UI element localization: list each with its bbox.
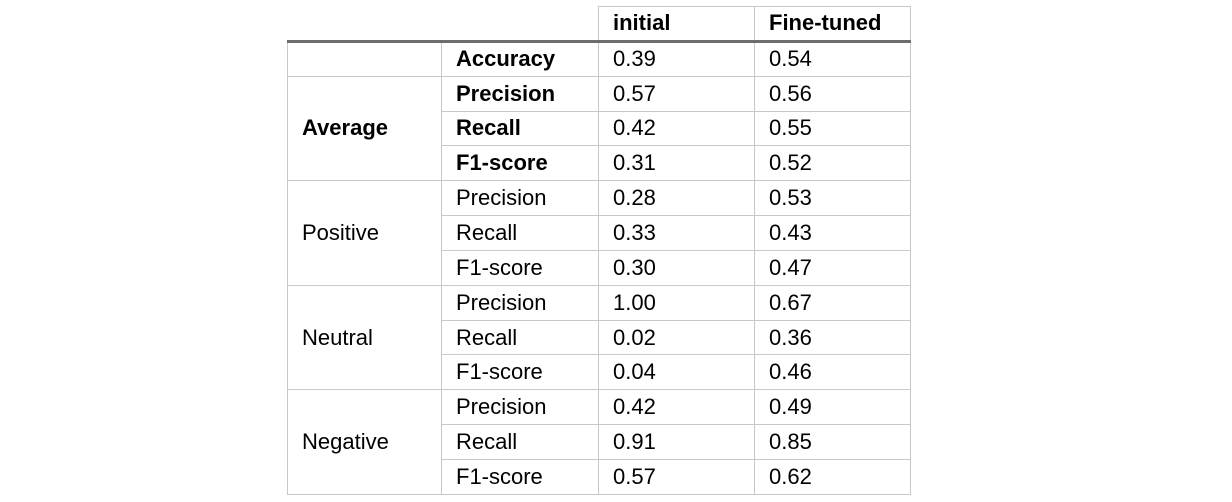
metric-label: Precision xyxy=(441,389,599,426)
fine-tuned-value: 0.55 xyxy=(754,110,911,147)
fine-tuned-value: 0.67 xyxy=(754,284,911,321)
table-row: F1-score 0.57 0.62 xyxy=(288,458,911,495)
initial-value: 0.33 xyxy=(598,215,755,251)
fine-tuned-value: 0.49 xyxy=(754,389,911,426)
group-label-average: Average xyxy=(287,75,442,182)
initial-value: 0.31 xyxy=(598,145,755,182)
initial-value: 1.00 xyxy=(598,284,755,321)
metric-label: Precision xyxy=(441,284,599,321)
initial-value: 0.30 xyxy=(598,249,755,286)
table-row: F1-score 0.04 0.46 xyxy=(288,354,911,391)
table-row: Negative Precision 0.42 0.49 xyxy=(287,389,911,495)
initial-value: 0.57 xyxy=(598,458,755,495)
group-label-neutral: Neutral xyxy=(287,284,442,391)
initial-value: 0.04 xyxy=(598,354,755,391)
table-row: F1-score 0.31 0.52 xyxy=(288,145,911,182)
fine-tuned-value: 0.85 xyxy=(754,424,911,460)
table-row: F1-score 0.30 0.47 xyxy=(288,249,911,286)
table-row: Neutral Precision 1.00 0.67 xyxy=(287,284,911,391)
table-row: Recall 0.02 0.36 xyxy=(288,319,911,356)
metric-label: F1-score xyxy=(441,458,599,495)
table-header-row: initial Fine-tuned xyxy=(287,6,911,43)
metric-label: Precision xyxy=(441,75,599,112)
initial-value: 0.02 xyxy=(598,319,755,356)
table-row: Positive Precision 0.28 0.53 xyxy=(287,180,911,286)
table-row: Recall 0.91 0.85 xyxy=(288,424,911,460)
header-fine-tuned: Fine-tuned xyxy=(754,6,911,43)
fine-tuned-value: 0.52 xyxy=(754,145,911,182)
table-row: Recall 0.42 0.55 xyxy=(288,110,911,147)
metric-label: Accuracy xyxy=(441,40,599,77)
fine-tuned-value: 0.56 xyxy=(754,75,911,112)
group-label-empty xyxy=(287,40,442,77)
initial-value: 0.39 xyxy=(598,40,755,77)
results-table: initial Fine-tuned Accuracy 0.39 0.54 Av… xyxy=(287,6,911,495)
fine-tuned-value: 0.54 xyxy=(754,40,911,77)
metric-label: Recall xyxy=(441,215,599,251)
initial-value: 0.28 xyxy=(598,180,755,217)
metric-label: Recall xyxy=(441,110,599,147)
fine-tuned-value: 0.43 xyxy=(754,215,911,251)
group-label-negative: Negative xyxy=(287,389,442,495)
metric-label: F1-score xyxy=(441,145,599,182)
table-row-accuracy: Accuracy 0.39 0.54 xyxy=(287,40,911,77)
fine-tuned-value: 0.47 xyxy=(754,249,911,286)
header-group-cell xyxy=(287,6,442,43)
fine-tuned-value: 0.62 xyxy=(754,458,911,495)
initial-value: 0.42 xyxy=(598,389,755,426)
header-initial: initial xyxy=(598,6,755,43)
metric-label: F1-score xyxy=(441,354,599,391)
group-label-positive: Positive xyxy=(287,180,442,286)
metric-label: Precision xyxy=(441,180,599,217)
table-row: Recall 0.33 0.43 xyxy=(288,215,911,251)
fine-tuned-value: 0.46 xyxy=(754,354,911,391)
table-row: Average Precision 0.57 0.56 xyxy=(287,75,911,182)
initial-value: 0.42 xyxy=(598,110,755,147)
fine-tuned-value: 0.36 xyxy=(754,319,911,356)
initial-value: 0.91 xyxy=(598,424,755,460)
metric-label: Recall xyxy=(441,319,599,356)
metric-label: Recall xyxy=(441,424,599,460)
initial-value: 0.57 xyxy=(598,75,755,112)
metric-label: F1-score xyxy=(441,249,599,286)
header-metric-cell xyxy=(441,6,599,43)
fine-tuned-value: 0.53 xyxy=(754,180,911,217)
